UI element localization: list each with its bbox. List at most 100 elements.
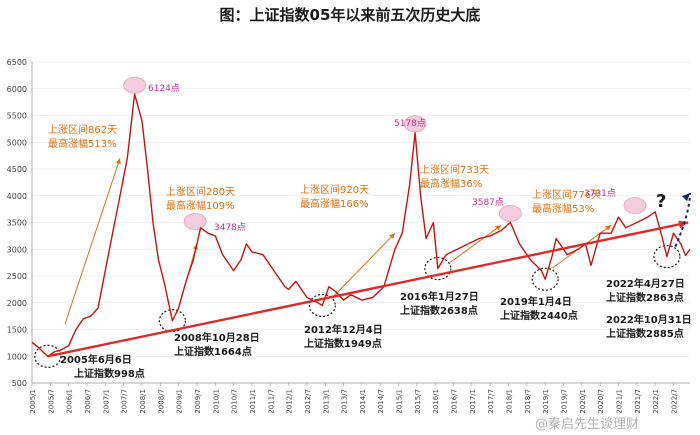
- rally-5-days: 上涨区间776天: [532, 188, 601, 201]
- peak-marker: [123, 76, 147, 94]
- rally-arrow: [449, 224, 502, 264]
- bottom-7-date: 2022年10月31日: [606, 313, 692, 326]
- y-tick-label: 5500: [7, 112, 27, 121]
- x-tick-label: 2018/7: [524, 389, 532, 414]
- bottom-1-value: 上证指数998点: [74, 367, 145, 380]
- rally-3-days: 上涨区间920天: [300, 183, 369, 196]
- peak-marker: [498, 205, 522, 222]
- bottom-3-date: 2012年12月4日: [304, 323, 383, 336]
- x-tick-label: 2005/1: [29, 389, 37, 414]
- rally-arrowhead: [115, 158, 121, 165]
- rally-arrowhead: [605, 225, 612, 231]
- bottom-marker: [34, 344, 62, 368]
- annotation-shapes: [34, 76, 681, 368]
- y-tick-label: 3500: [7, 219, 27, 228]
- y-tick-label: 1000: [7, 352, 27, 361]
- bottom-1-date: 2005年6月6日: [60, 353, 132, 366]
- rally-5-gain: 最高涨幅53%: [532, 202, 594, 215]
- rally-2-days: 上涨区间280天: [166, 185, 235, 198]
- x-tick-label: 2006/7: [84, 389, 92, 414]
- x-tick-label: 2012/1: [286, 389, 294, 414]
- y-tick-label: 3000: [7, 245, 27, 254]
- x-tick-label: 2022/1: [652, 389, 660, 414]
- bottom-marker: [653, 244, 681, 269]
- x-tick-label: 2016/7: [451, 389, 459, 414]
- x-tick-label: 2020/7: [597, 389, 605, 414]
- rally-1-gain: 最高涨幅513%: [48, 137, 117, 150]
- trend-line: [47, 221, 689, 358]
- bottom-4-value: 上证指数2638点: [400, 304, 478, 317]
- trend-arrowhead: [678, 220, 689, 229]
- rally-arrowhead: [389, 233, 395, 239]
- x-tick-label: 2008/1: [139, 389, 147, 414]
- bottom-2-date: 2008年10月28日: [174, 331, 260, 344]
- projection-arrow: [674, 193, 691, 247]
- bottom-5-date: 2019年1月4日: [500, 295, 572, 308]
- question-mark: ?: [656, 191, 666, 212]
- rally-3-gain: 最高涨幅166%: [300, 197, 369, 210]
- rally-4-days: 上涨区间733天: [420, 163, 489, 176]
- bottom-6-date: 2022年4月27日: [606, 277, 685, 290]
- x-tick-label: 2015/7: [414, 389, 422, 414]
- bottom-4-date: 2016年1月27日: [400, 290, 479, 303]
- y-tick-label: 6000: [7, 85, 27, 94]
- x-tick-label: 2012/7: [304, 389, 312, 414]
- y-tick-label: 2500: [7, 272, 27, 281]
- series-layer: [31, 93, 691, 358]
- x-tick-label: 2019/7: [561, 389, 569, 414]
- x-tick-label: 2011/1: [249, 389, 257, 414]
- rally-arrow: [64, 158, 121, 325]
- index-line: [31, 93, 691, 358]
- peak-marker: [623, 197, 647, 214]
- bottom-marker: [158, 309, 186, 333]
- y-axis: 500 1000 1500 2000 2500 3000 3500 4000 4500 5000 5…: [7, 58, 33, 388]
- bottom-6-value: 上证指数2863点: [606, 291, 684, 304]
- peak-label-5178: 5178点: [394, 118, 426, 129]
- y-tick-label: 4500: [7, 165, 27, 174]
- bottom-7-value: 上证指数2885点: [606, 327, 684, 340]
- rally-arrowhead: [495, 225, 502, 231]
- x-tick-label: 2021/1: [616, 389, 624, 414]
- x-tick-label: 2019/1: [542, 389, 550, 414]
- y-tick-label: 500: [12, 379, 27, 388]
- x-tick-label: 2009/1: [176, 389, 184, 414]
- x-tick-label: 2021/7: [634, 389, 642, 414]
- x-tick-label: 2007/7: [121, 389, 129, 414]
- x-tick-label: 2014/1: [359, 389, 367, 414]
- x-tick-label: 2005/7: [47, 389, 55, 414]
- rally-2-gain: 最高涨幅109%: [166, 199, 235, 212]
- watermark: @秦启先生谈理财: [535, 417, 639, 432]
- peak-marker: [403, 115, 427, 133]
- y-tick-label: 6500: [7, 58, 27, 67]
- peak-label-3587: 3587点: [472, 197, 504, 208]
- x-tick-label: 2008/7: [157, 389, 165, 414]
- bottom-marker: [424, 257, 452, 281]
- x-tick-label: 2006/1: [66, 389, 74, 414]
- x-tick-label: 2013/1: [322, 389, 330, 414]
- bottom-5-value: 上证指数2440点: [500, 309, 578, 322]
- y-tick-label: 2000: [7, 299, 27, 308]
- x-tick-label: 2014/7: [377, 389, 385, 414]
- peak-label-3731: 3731点: [584, 188, 616, 199]
- y-tick-label: 4000: [7, 192, 27, 201]
- bottom-marker: [531, 267, 559, 291]
- rally-arrow: [332, 232, 396, 298]
- x-tick-label: 2007/1: [102, 389, 110, 414]
- peak-marker: [183, 213, 207, 230]
- x-tick-label: 2010/1: [212, 389, 220, 414]
- peak-label-3478: 3478点: [214, 222, 246, 233]
- x-tick-label: 2011/7: [267, 389, 275, 414]
- x-tick-label: 2013/7: [341, 389, 349, 414]
- peak-label-6124: 6124点: [148, 83, 180, 94]
- y-tick-label: 1500: [7, 326, 27, 335]
- bottom-2-value: 上证指数1664点: [174, 345, 252, 358]
- projection-arrowhead: [682, 193, 690, 202]
- bottom-marker: [308, 293, 336, 318]
- bottom-3-value: 上证指数1949点: [304, 337, 382, 350]
- rally-4-gain: 最高涨幅36%: [420, 177, 482, 190]
- y-tick-label: 5000: [7, 138, 27, 147]
- x-axis: 2005/1 2005/7 2006/1 2006/7 2007/1 2007/7 2008…: [29, 382, 690, 414]
- x-tick-label: 2017/1: [469, 389, 477, 414]
- x-tick-label: 2010/7: [231, 389, 239, 414]
